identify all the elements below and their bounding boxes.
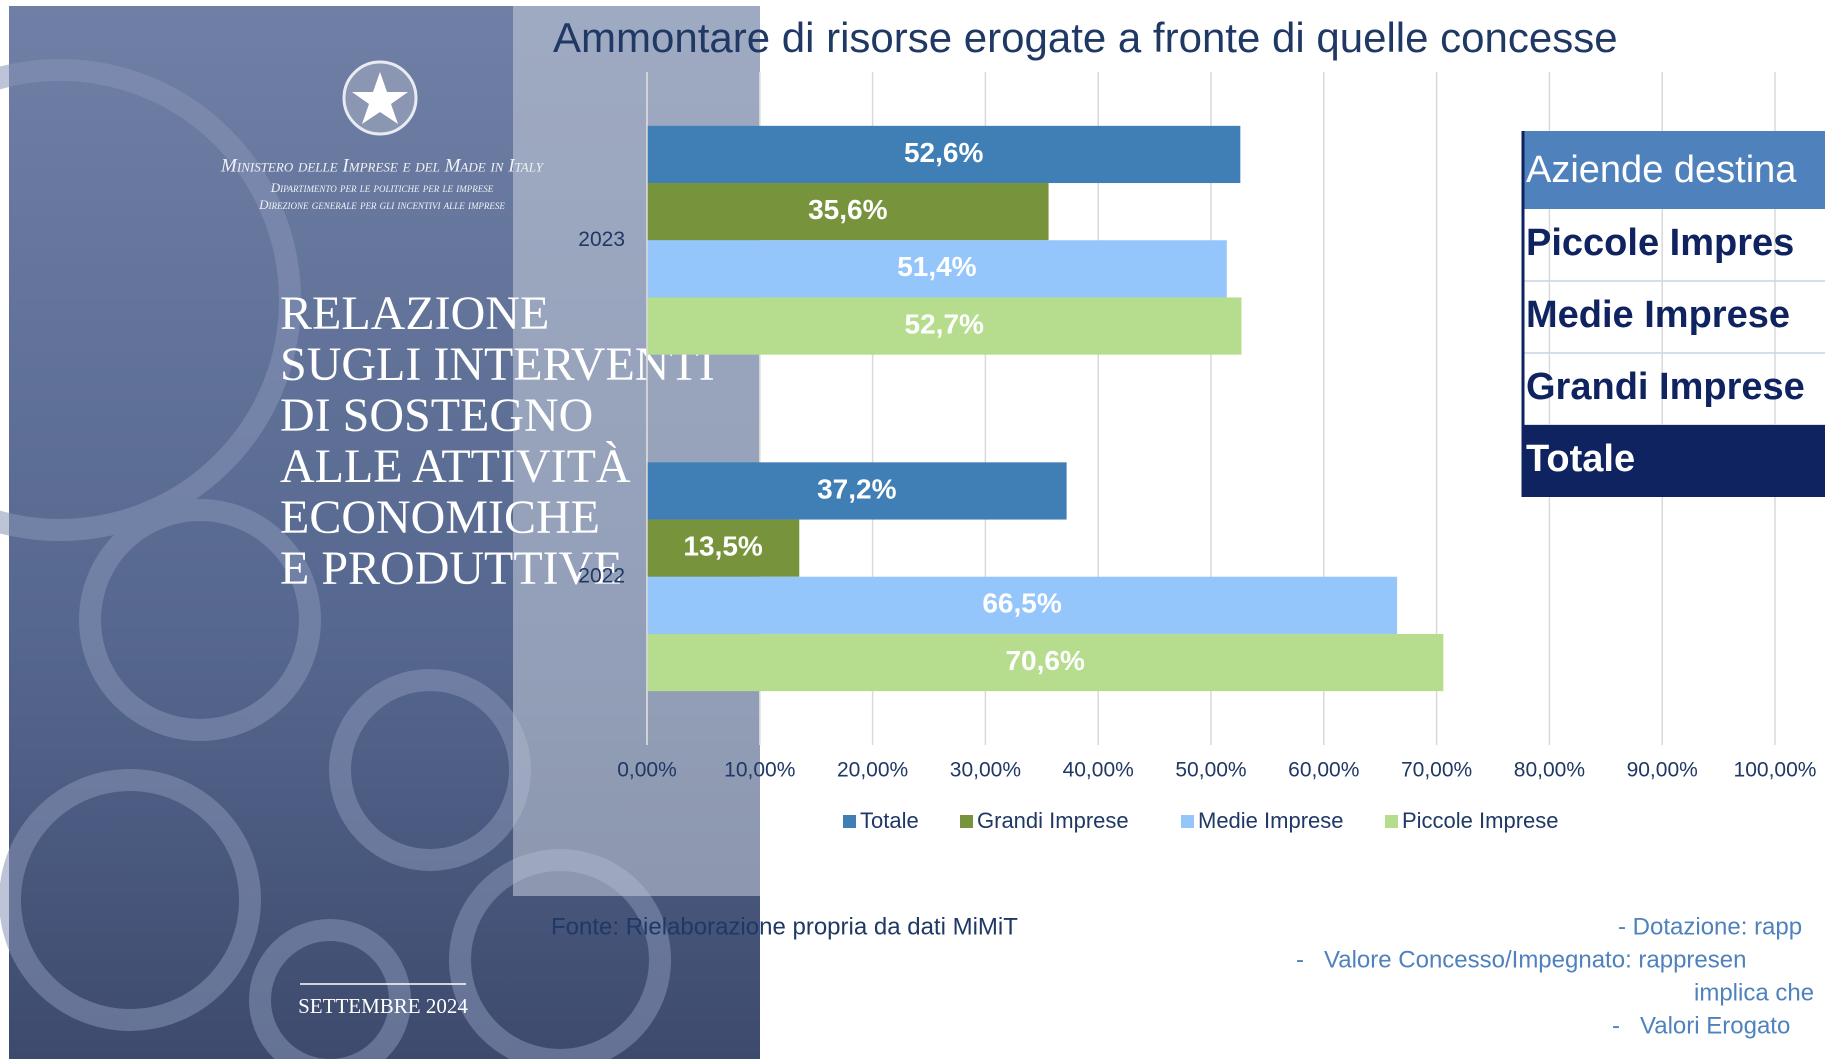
direction: Direzione generale per gli incentivi all… <box>258 197 505 212</box>
value-label: 13,5% <box>683 531 762 562</box>
legend-label: Grandi Imprese <box>977 808 1129 833</box>
table-row-label: Medie Imprese <box>1526 294 1790 336</box>
cover-title-line: RELAZIONE <box>280 287 549 340</box>
bar <box>647 633 1444 692</box>
notes: - Dotazione: rapp - Valore Concesso/Impeg… <box>1296 913 1814 1039</box>
table-total-bg <box>1523 425 1825 497</box>
x-tick-label: 20,00% <box>837 759 908 782</box>
table-header-bg <box>1523 131 1825 209</box>
legend-swatch <box>1181 815 1194 828</box>
department: Dipartimento per le politiche per le imp… <box>270 180 494 195</box>
cover-date: SETTEMBRE 2024 <box>298 994 468 1018</box>
x-tick-label: 10,00% <box>724 759 795 782</box>
x-tick-label: 0,00% <box>617 759 677 782</box>
bar <box>647 240 1227 298</box>
value-label: 51,4% <box>897 251 976 282</box>
legend-label: Piccole Imprese <box>1402 808 1559 833</box>
bar <box>647 297 1242 355</box>
x-tick-label: 60,00% <box>1288 759 1359 782</box>
cover-title-line: ECONOMICHE <box>280 491 600 544</box>
y-tick-label: 2023 <box>578 228 625 251</box>
note: - Valore Concesso/Impegnato: rappresen <box>1296 946 1746 973</box>
bar <box>647 576 1398 634</box>
note: - Valori Erogato <box>1612 1012 1790 1039</box>
source: Fonte: Rielaborazione propria da dati Mi… <box>551 913 1018 940</box>
value-label: 35,6% <box>808 194 887 225</box>
x-tick-label: 80,00% <box>1514 759 1585 782</box>
chart: 0,00% 10,00% 20,00% 30,00% 40,00% 50,00% 60,00… <box>578 72 1816 833</box>
cover-title-line: DI SOSTEGNO <box>280 389 593 442</box>
cover-title-line: SUGLI INTERVENTI <box>280 338 715 391</box>
legend-swatch <box>843 815 856 828</box>
table-header: Aziende destina <box>1526 149 1797 191</box>
y-tick-label: 2022 <box>578 564 625 587</box>
x-tick-label: 70,00% <box>1401 759 1472 782</box>
table-row-label: Grandi Imprese <box>1526 366 1805 408</box>
legend-swatch <box>1385 815 1398 828</box>
legend-label: Medie Imprese <box>1198 808 1344 833</box>
x-tick-label: 50,00% <box>1175 759 1246 782</box>
note: - Dotazione: rapp <box>1618 913 1802 940</box>
value-label: 70,6% <box>1005 645 1084 676</box>
cover-title-line: ALLE ATTIVITÀ <box>280 440 631 493</box>
ministry: Ministero delle Imprese e del Made in It… <box>220 155 545 176</box>
emblem <box>342 60 418 136</box>
value-label: 37,2% <box>817 473 896 504</box>
bar <box>647 462 1067 520</box>
x-tick-label: 30,00% <box>950 759 1021 782</box>
note: implica che <box>1694 979 1814 1006</box>
legend-swatch <box>960 815 973 828</box>
value-label: 66,5% <box>982 588 1061 619</box>
x-tick-label: 90,00% <box>1627 759 1698 782</box>
x-tick-label: 40,00% <box>1063 759 1134 782</box>
table: Aziende destina Piccole Impres Medie Impre… <box>1521 131 1825 497</box>
chart-title: Ammontare di risorse erogate a fronte di… <box>553 14 1618 61</box>
bar <box>647 519 800 577</box>
table-total: Totale <box>1526 438 1635 480</box>
legend-label: Totale <box>860 808 919 833</box>
value-label: 52,7% <box>905 308 984 339</box>
table-row-label: Piccole Impres <box>1526 222 1794 264</box>
bar <box>647 183 1049 241</box>
bar <box>647 125 1241 184</box>
x-tick-label: 100,00% <box>1734 759 1817 782</box>
value-label: 52,6% <box>904 137 983 168</box>
cover-title-line: E PRODUTTIVE <box>280 542 623 595</box>
